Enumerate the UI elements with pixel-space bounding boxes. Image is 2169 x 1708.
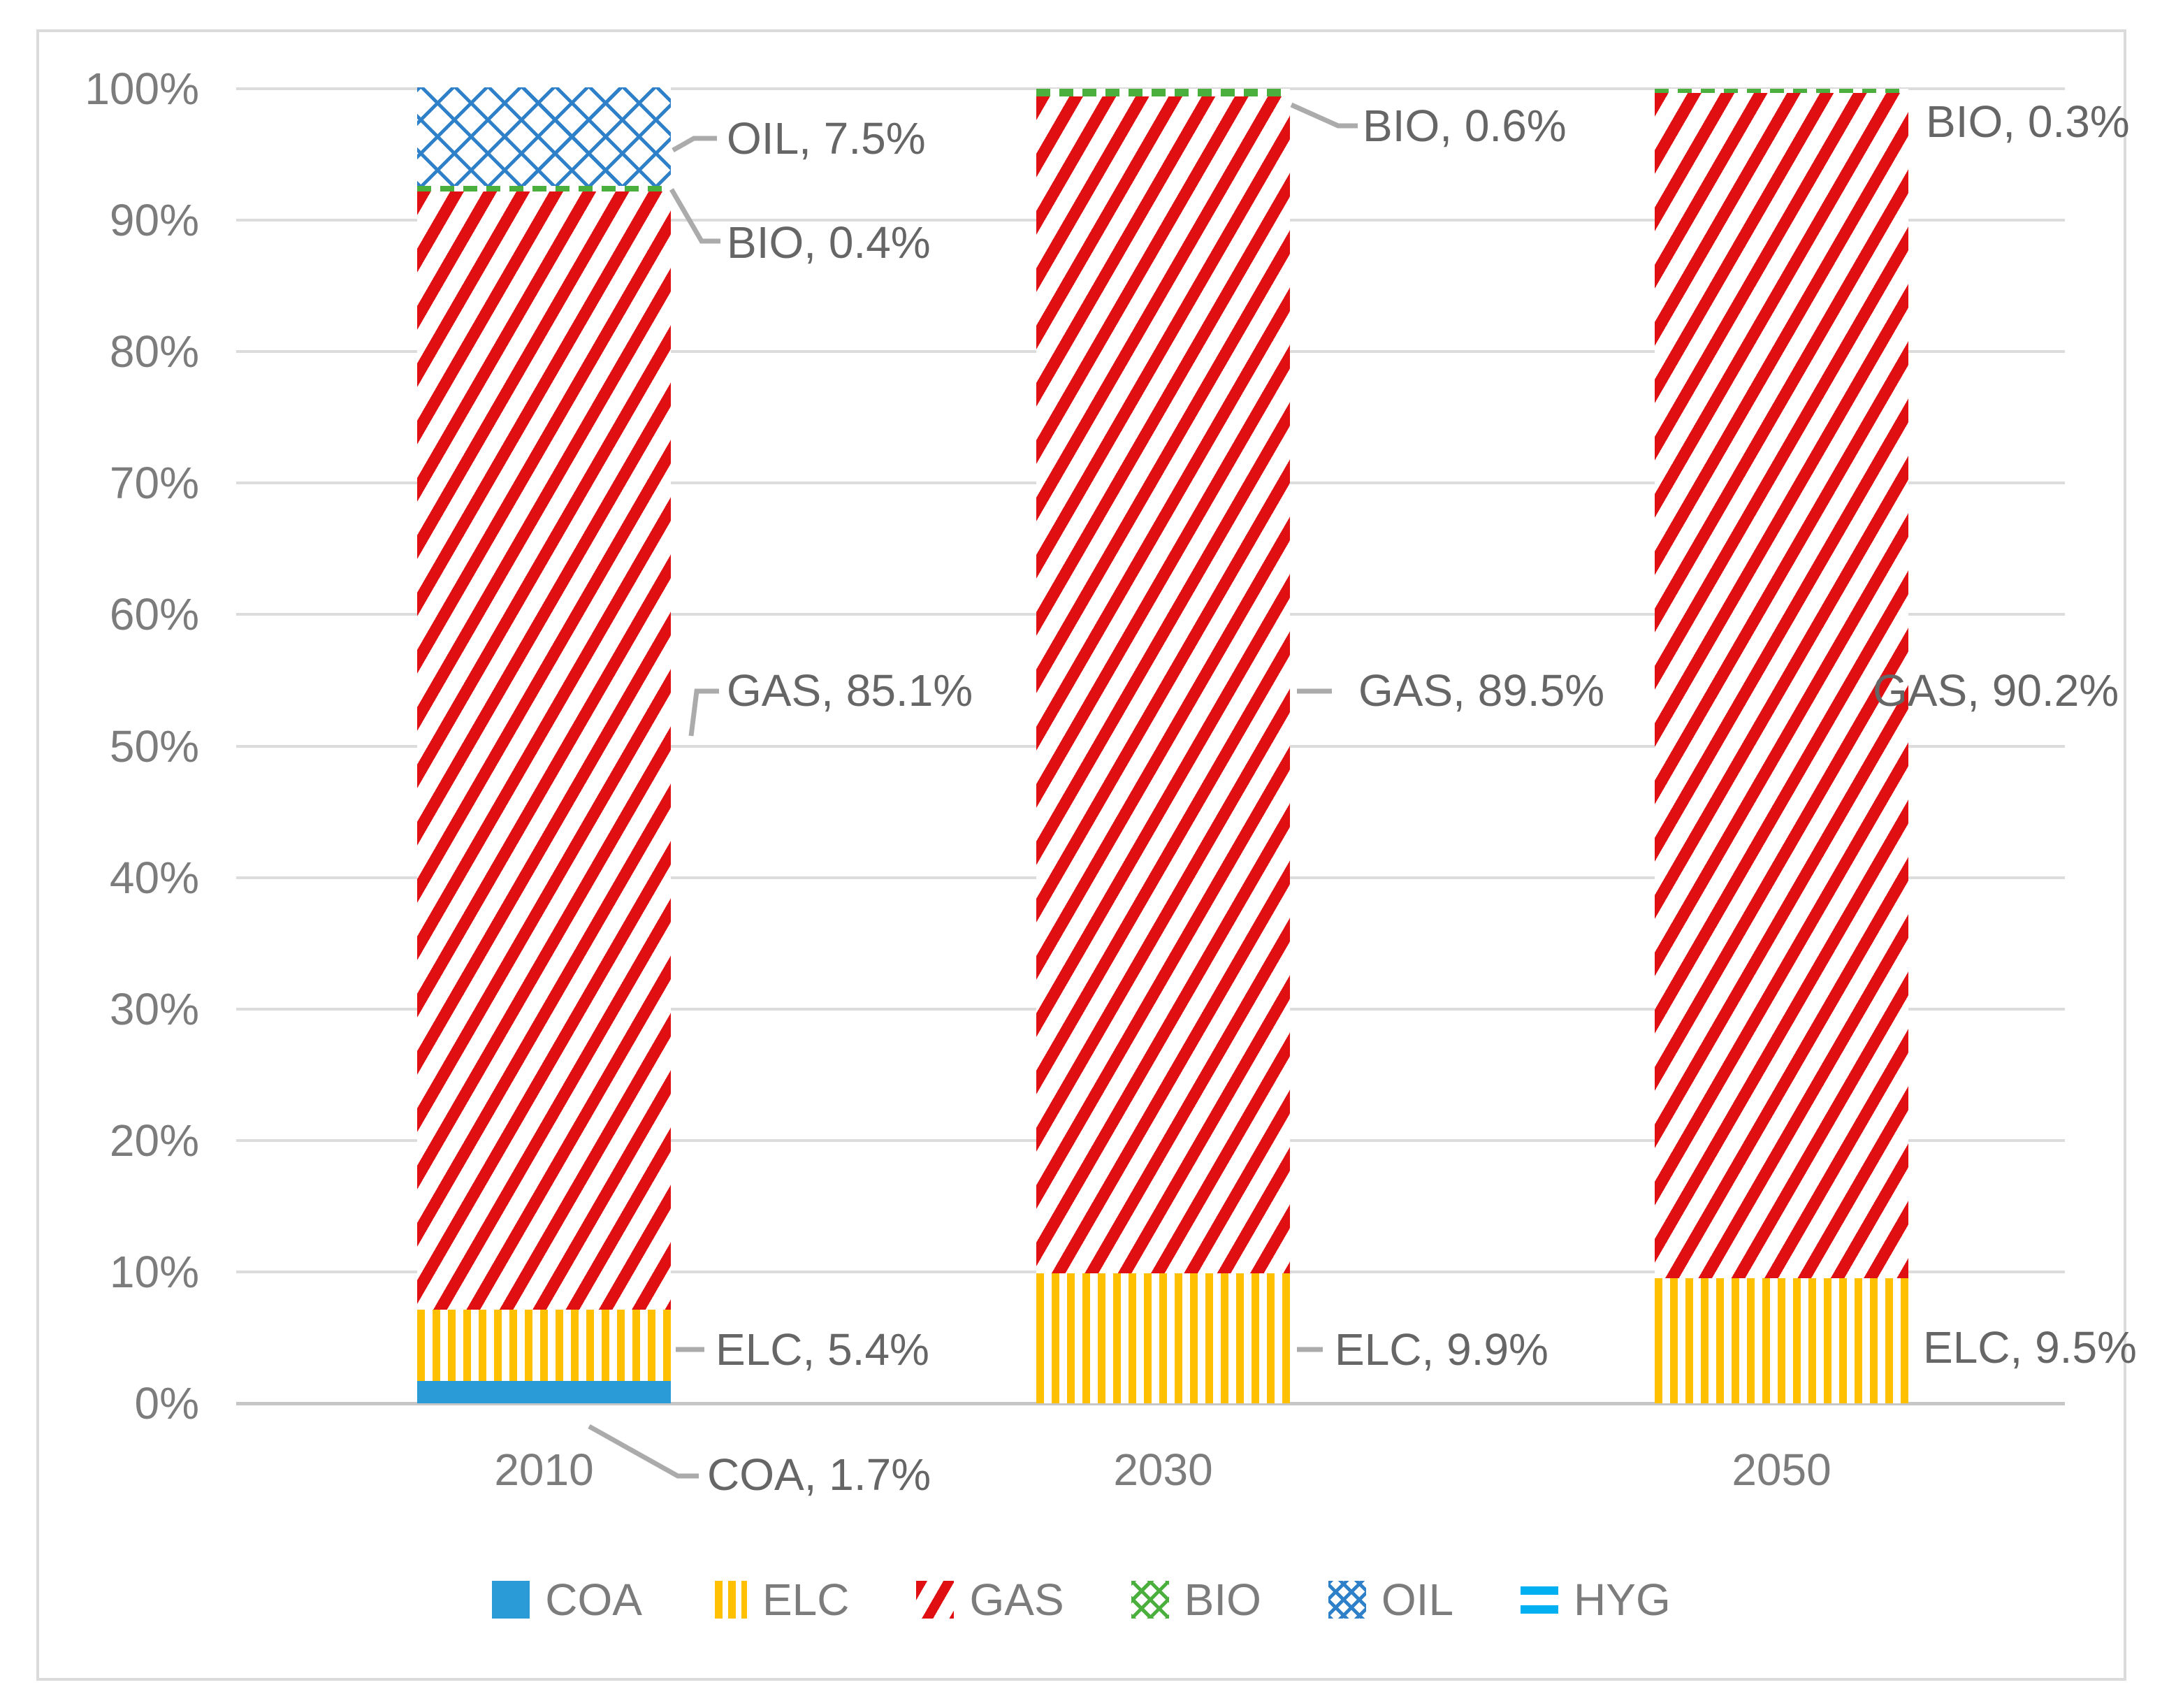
data-label-bio-5: BIO, 0.6% bbox=[1363, 101, 1567, 151]
bar-segment-coa-2010 bbox=[417, 1381, 671, 1403]
x-axis-tick-label-2010: 2010 bbox=[494, 1445, 594, 1495]
bar-segment-bio-2050 bbox=[1655, 89, 1908, 93]
legend-item-gas: GAS bbox=[916, 1574, 1064, 1626]
legend-swatch-coa-icon bbox=[492, 1581, 530, 1619]
bar-segment-bio-2030 bbox=[1036, 89, 1290, 97]
y-axis-tick-label: 70% bbox=[109, 458, 199, 509]
y-axis-tick-label: 40% bbox=[109, 852, 199, 903]
legend-swatch-oil-icon bbox=[1328, 1581, 1366, 1619]
data-label-gas-9: GAS, 90.2% bbox=[1873, 665, 2119, 716]
bar-segment-bio-2010 bbox=[417, 186, 671, 191]
legend-item-bio: BIO bbox=[1131, 1574, 1261, 1626]
bar-2050 bbox=[1655, 89, 1908, 1403]
y-axis-tick-label: 10% bbox=[109, 1246, 199, 1297]
legend-label-coa: COA bbox=[545, 1575, 642, 1625]
data-label-elc-10: ELC, 9.5% bbox=[1923, 1322, 2137, 1373]
y-axis-tick-label: 90% bbox=[109, 195, 199, 246]
legend-item-elc: ELC bbox=[709, 1574, 850, 1626]
bar-segment-elc-2050 bbox=[1655, 1278, 1908, 1403]
bar-segment-gas-2030 bbox=[1036, 96, 1290, 1273]
data-label-bio-1: BIO, 0.4% bbox=[727, 217, 931, 268]
bar-segment-elc-2010 bbox=[417, 1310, 671, 1382]
legend-item-hyg: HYG bbox=[1521, 1574, 1671, 1626]
legend-label-bio: BIO bbox=[1184, 1575, 1261, 1625]
x-axis-tick-label-2050: 2050 bbox=[1732, 1445, 1831, 1495]
legend-label-hyg: HYG bbox=[1574, 1575, 1671, 1625]
bar-segment-elc-2030 bbox=[1036, 1273, 1290, 1403]
legend-swatch-bio-icon bbox=[1131, 1581, 1169, 1619]
y-axis-tick-label: 60% bbox=[109, 589, 199, 640]
legend-swatch-hyg-icon bbox=[1521, 1581, 1559, 1619]
chart-legend: COA ELC GAS BIO OIL HYG bbox=[39, 1574, 2124, 1626]
legend-label-gas: GAS bbox=[969, 1575, 1064, 1625]
data-label-elc-3: ELC, 5.4% bbox=[716, 1324, 929, 1375]
legend-label-oil: OIL bbox=[1381, 1575, 1454, 1625]
data-label-oil-0: OIL, 7.5% bbox=[727, 113, 926, 164]
gridline-0% bbox=[236, 1402, 2065, 1405]
legend-item-oil: OIL bbox=[1328, 1574, 1453, 1626]
bar-segment-gas-2010 bbox=[417, 191, 671, 1310]
bar-segment-gas-2050 bbox=[1655, 92, 1908, 1279]
y-axis-tick-label: 20% bbox=[109, 1115, 199, 1166]
bar-segment-oil-2010 bbox=[417, 87, 671, 187]
y-axis-tick-label: 30% bbox=[109, 983, 199, 1034]
legend-item-coa: COA bbox=[492, 1574, 642, 1626]
legend-swatch-elc-icon bbox=[709, 1581, 747, 1619]
y-axis-tick-label: 50% bbox=[109, 721, 199, 772]
data-label-bio-8: BIO, 0.3% bbox=[1926, 96, 2130, 147]
bar-2010 bbox=[417, 87, 671, 1403]
data-label-elc-7: ELC, 9.9% bbox=[1335, 1324, 1548, 1375]
legend-label-elc: ELC bbox=[762, 1575, 850, 1625]
legend-swatch-gas-icon bbox=[916, 1581, 955, 1619]
y-axis-tick-label: 100% bbox=[85, 64, 199, 114]
x-axis-tick-label-2030: 2030 bbox=[1113, 1445, 1213, 1495]
data-label-gas-2: GAS, 85.1% bbox=[727, 665, 973, 716]
bar-2030 bbox=[1036, 89, 1290, 1403]
data-label-coa-4: COA, 1.7% bbox=[707, 1449, 931, 1500]
y-axis-tick-label: 80% bbox=[109, 326, 199, 377]
data-label-gas-6: GAS, 89.5% bbox=[1358, 665, 1605, 716]
y-axis-tick-label: 0% bbox=[134, 1378, 200, 1428]
